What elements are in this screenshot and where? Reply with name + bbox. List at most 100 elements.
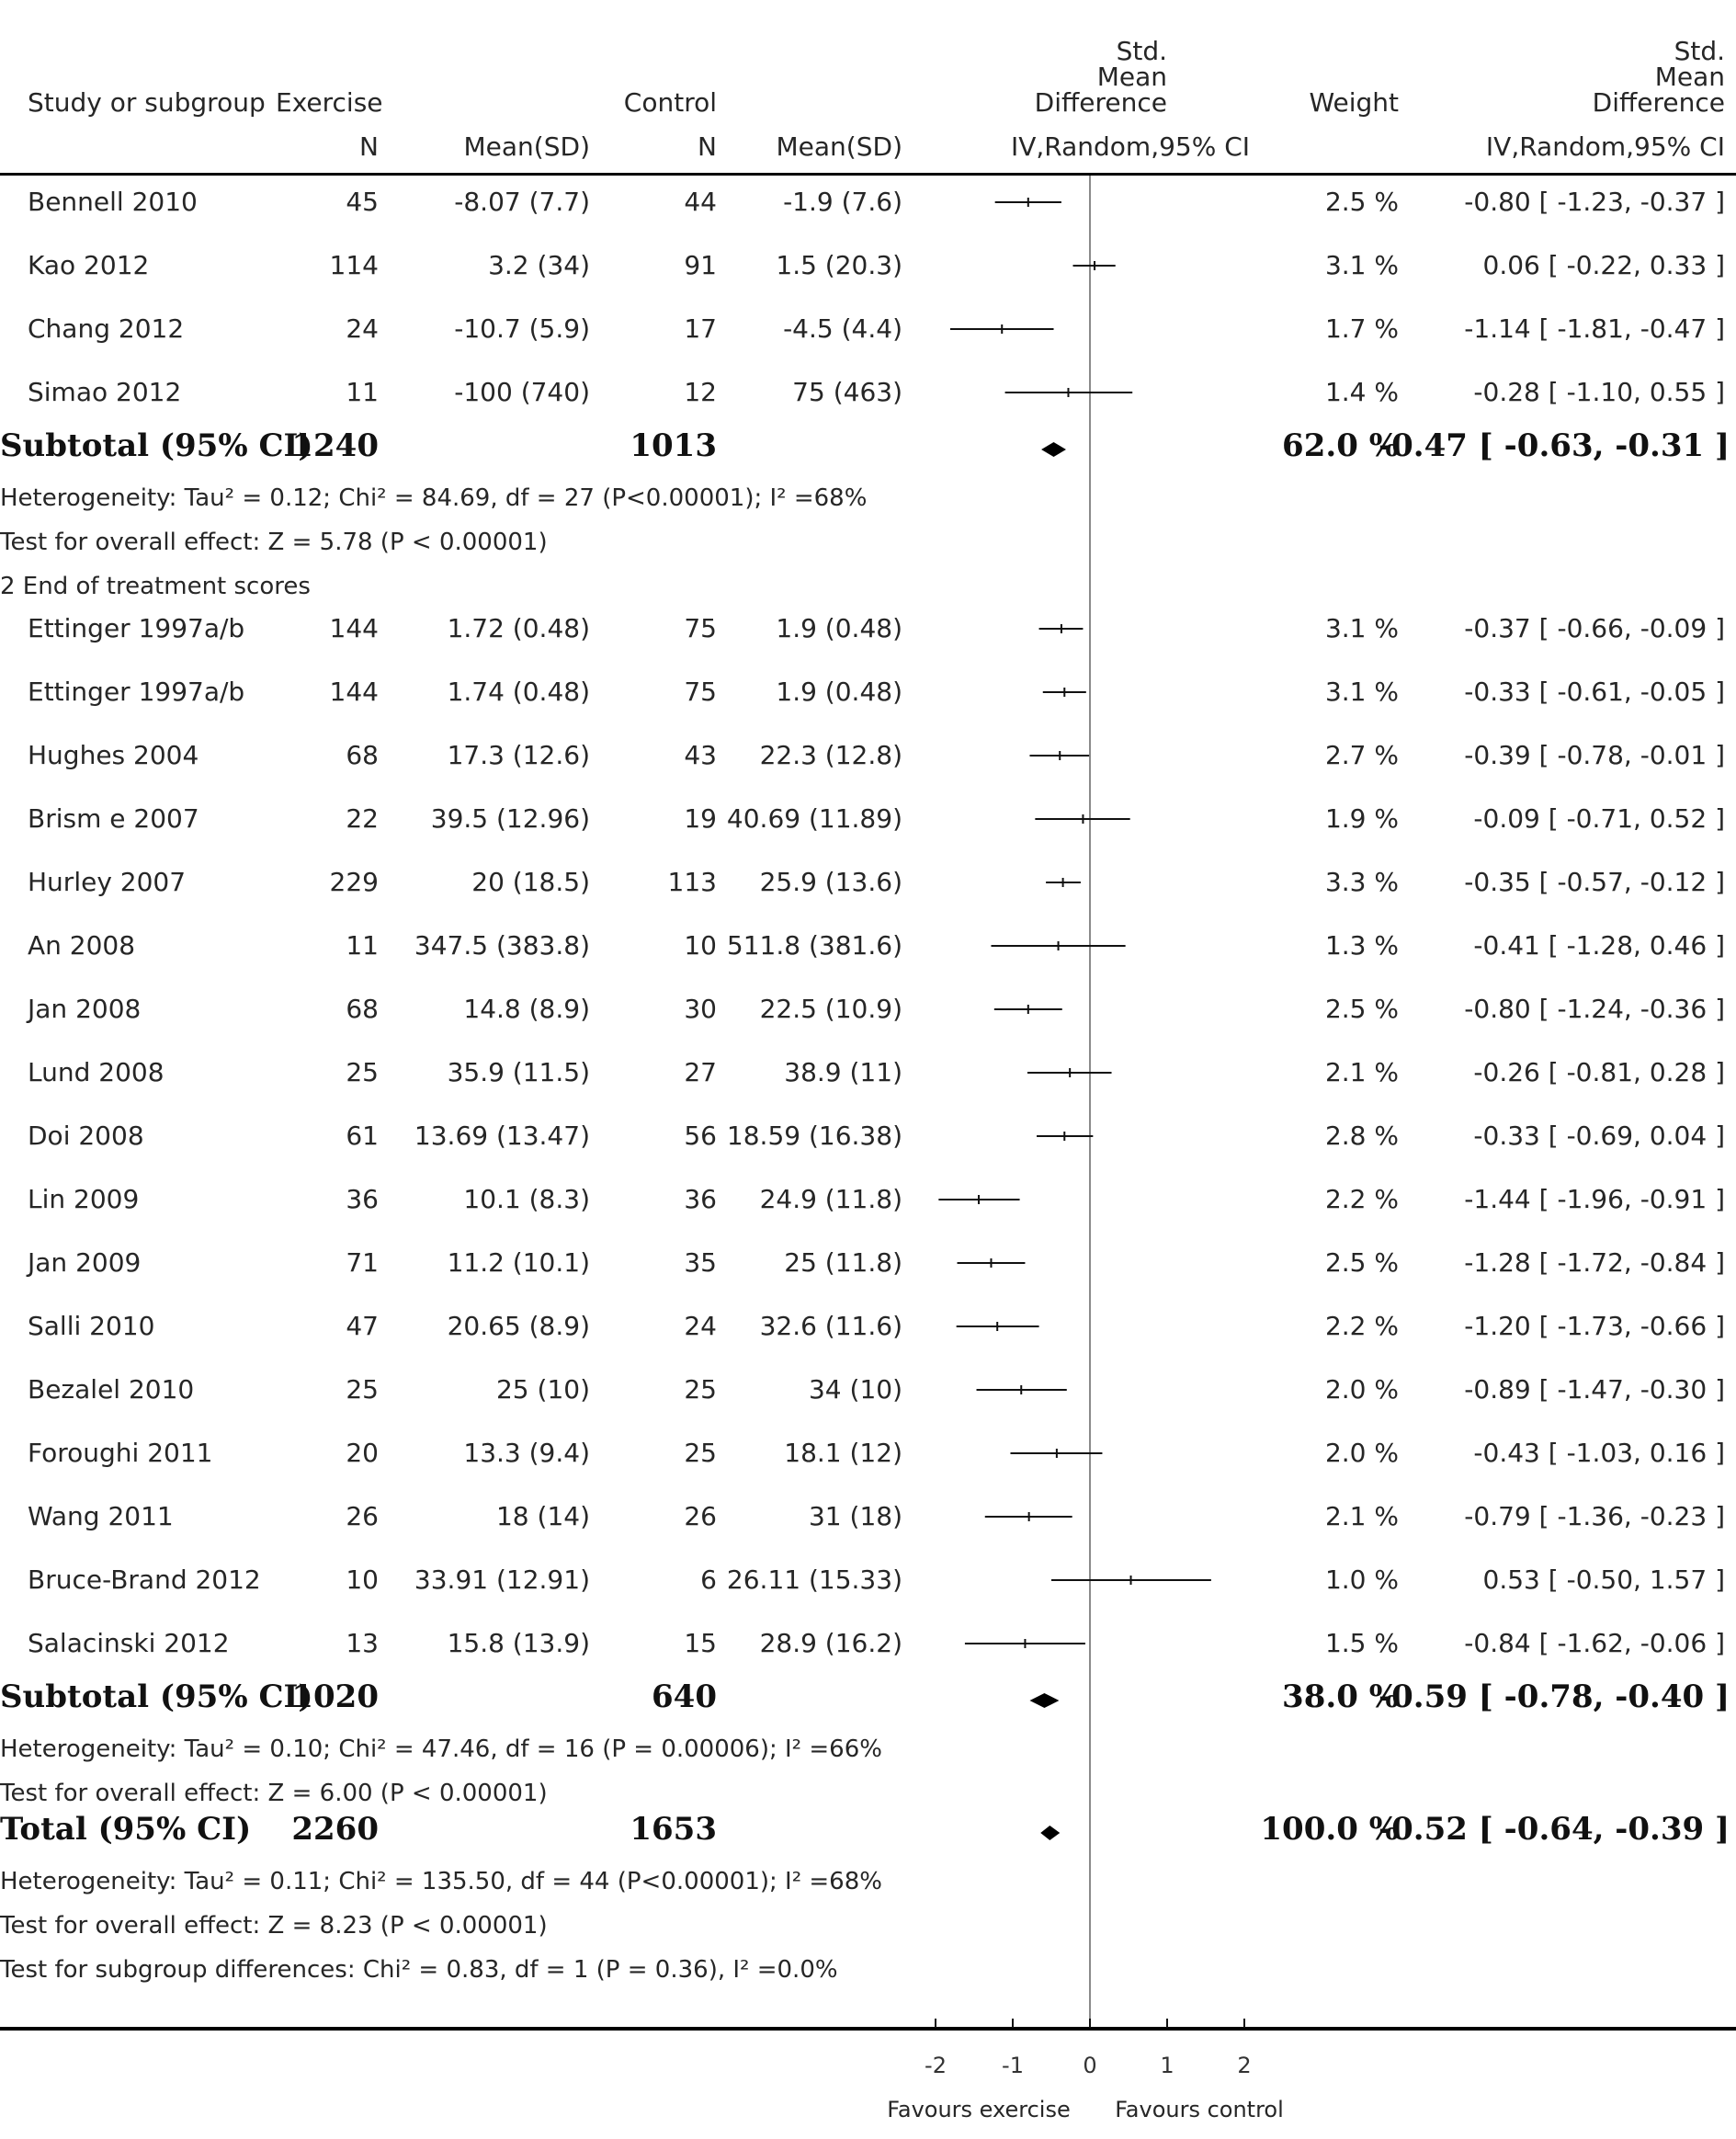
control-mean-sd: 26.11 (15.33) (726, 1564, 902, 1595)
exercise-n: 114 (329, 250, 379, 280)
control-n: 19 (684, 803, 717, 834)
control-mean-sd: 1.9 (0.48) (776, 613, 902, 643)
study-smd-ci: -1.44 [ -1.96, -0.91 ] (1464, 1184, 1725, 1214)
study-smd-ci: -0.84 [ -1.62, -0.06 ] (1464, 1628, 1725, 1658)
study-smd-ci: -0.28 [ -1.10, 0.55 ] (1473, 377, 1725, 407)
study-smd-ci: -0.09 [ -0.71, 0.52 ] (1473, 803, 1725, 834)
exercise-n: 20 (346, 1438, 379, 1468)
note-text: Test for overall effect: Z = 5.78 (P < 0… (0, 529, 548, 556)
header-exercise-n: N (359, 131, 379, 162)
header-smd-title-3: Difference (1592, 87, 1725, 118)
control-mean-sd: 1.9 (0.48) (776, 677, 902, 707)
exercise-n: 144 (329, 677, 379, 707)
subtotal-label: Total (95% CI) (0, 1811, 252, 1848)
exercise-n: 229 (329, 867, 379, 897)
bottom-rule (0, 2027, 1736, 2031)
exercise-n: 10 (346, 1564, 379, 1595)
control-n: 35 (684, 1247, 717, 1278)
exercise-mean-sd: 25 (10) (495, 1374, 590, 1405)
header-plot-method: IV,Random,95% CI (1010, 131, 1251, 162)
study-smd-ci: -0.39 [ -0.78, -0.01 ] (1464, 740, 1725, 770)
header-control-mean-sd: Mean(SD) (776, 131, 902, 162)
control-mean-sd: 18.59 (16.38) (726, 1121, 902, 1151)
note-text: Test for overall effect: Z = 8.23 (P < 0… (0, 1912, 548, 1940)
control-n: 36 (684, 1184, 717, 1214)
study-weight: 2.0 % (1324, 1438, 1399, 1468)
exercise-n: 24 (346, 313, 379, 344)
header-smd-title-2: Mean (1654, 62, 1725, 92)
study-weight: 2.7 % (1324, 740, 1399, 770)
control-n: 113 (667, 867, 717, 897)
axis-tick-label: 1 (1160, 2053, 1174, 2078)
axis-tick-label: -2 (925, 2053, 947, 2078)
study-smd-ci: -0.80 [ -1.23, -0.37 ] (1464, 187, 1725, 217)
study-weight: 2.8 % (1324, 1121, 1399, 1151)
study-weight: 2.0 % (1324, 1374, 1399, 1405)
control-mean-sd: 28.9 (16.2) (759, 1628, 902, 1658)
control-n: 15 (684, 1628, 717, 1658)
control-n: 43 (684, 740, 717, 770)
exercise-mean-sd: 15.8 (13.9) (447, 1628, 590, 1658)
study-smd-ci: -0.26 [ -0.81, 0.28 ] (1473, 1057, 1725, 1087)
subtotal-exercise-n: 1020 (291, 1678, 379, 1715)
header-rule (0, 173, 1736, 176)
control-mean-sd: 38.9 (11) (784, 1057, 902, 1087)
study-smd-ci: -0.41 [ -1.28, 0.46 ] (1473, 930, 1725, 961)
control-n: 26 (684, 1501, 717, 1531)
study-name: Brism e 2007 (28, 803, 199, 834)
exercise-mean-sd: 10.1 (8.3) (463, 1184, 590, 1214)
subtotal-label: Subtotal (95% CI) (0, 427, 313, 464)
study-smd-ci: -0.79 [ -1.36, -0.23 ] (1464, 1501, 1725, 1531)
subtotal-label: Subtotal (95% CI) (0, 1678, 313, 1715)
control-n: 24 (684, 1311, 717, 1341)
study-weight: 2.1 % (1324, 1501, 1399, 1531)
study-weight: 3.3 % (1324, 867, 1399, 897)
study-smd-ci: -0.35 [ -0.57, -0.12 ] (1464, 867, 1725, 897)
header-smd-title-1: Std. (1674, 36, 1725, 66)
control-mean-sd: 34 (10) (808, 1374, 902, 1405)
study-weight: 2.1 % (1324, 1057, 1399, 1087)
study-name: Jan 2009 (28, 1247, 142, 1278)
note-text: Heterogeneity: Tau² = 0.11; Chi² = 135.5… (0, 1868, 882, 1895)
study-smd-ci: -0.33 [ -0.69, 0.04 ] (1473, 1121, 1725, 1151)
exercise-mean-sd: 13.69 (13.47) (414, 1121, 590, 1151)
study-name: Chang 2012 (28, 313, 185, 344)
exercise-n: 36 (346, 1184, 379, 1214)
study-weight: 2.5 % (1324, 1247, 1399, 1278)
study-weight: 1.7 % (1324, 313, 1399, 344)
control-n: 12 (684, 377, 717, 407)
exercise-mean-sd: 14.8 (8.9) (463, 994, 590, 1024)
study-weight: 1.0 % (1324, 1564, 1399, 1595)
subtotal-exercise-n: 2260 (291, 1811, 379, 1848)
subtotal-smd-ci: -0.59 [ -0.78, -0.40 ] (1379, 1678, 1730, 1715)
subtotal-control-n: 1653 (630, 1811, 717, 1848)
control-n: 25 (684, 1438, 717, 1468)
exercise-n: 22 (346, 803, 379, 834)
control-mean-sd: 31 (18) (808, 1501, 902, 1531)
study-smd-ci: 0.06 [ -0.22, 0.33 ] (1482, 250, 1725, 280)
exercise-mean-sd: 20.65 (8.9) (447, 1311, 590, 1341)
exercise-n: 45 (346, 187, 379, 217)
exercise-n: 144 (329, 613, 379, 643)
study-name: Hughes 2004 (28, 740, 199, 770)
control-n: 25 (684, 1374, 717, 1405)
study-weight: 1.3 % (1324, 930, 1399, 961)
control-n: 27 (684, 1057, 717, 1087)
study-smd-ci: -1.28 [ -1.72, -0.84 ] (1464, 1247, 1725, 1278)
study-weight: 2.2 % (1324, 1184, 1399, 1214)
header-study: Study or subgroup (28, 87, 266, 118)
header-control: Control (623, 87, 717, 118)
exercise-n: 47 (346, 1311, 379, 1341)
control-mean-sd: 511.8 (381.6) (726, 930, 902, 961)
control-mean-sd: -1.9 (7.6) (783, 187, 902, 217)
control-mean-sd: 25 (11.8) (784, 1247, 902, 1278)
study-name: Bennell 2010 (28, 187, 198, 217)
study-name: Kao 2012 (28, 250, 150, 280)
control-n: 17 (684, 313, 717, 344)
header-plot-title-1: Std. (1116, 36, 1167, 66)
study-smd-ci: -0.43 [ -1.03, 0.16 ] (1473, 1438, 1725, 1468)
study-name: Salacinski 2012 (28, 1628, 230, 1658)
control-n: 30 (684, 994, 717, 1024)
control-n: 91 (684, 250, 717, 280)
